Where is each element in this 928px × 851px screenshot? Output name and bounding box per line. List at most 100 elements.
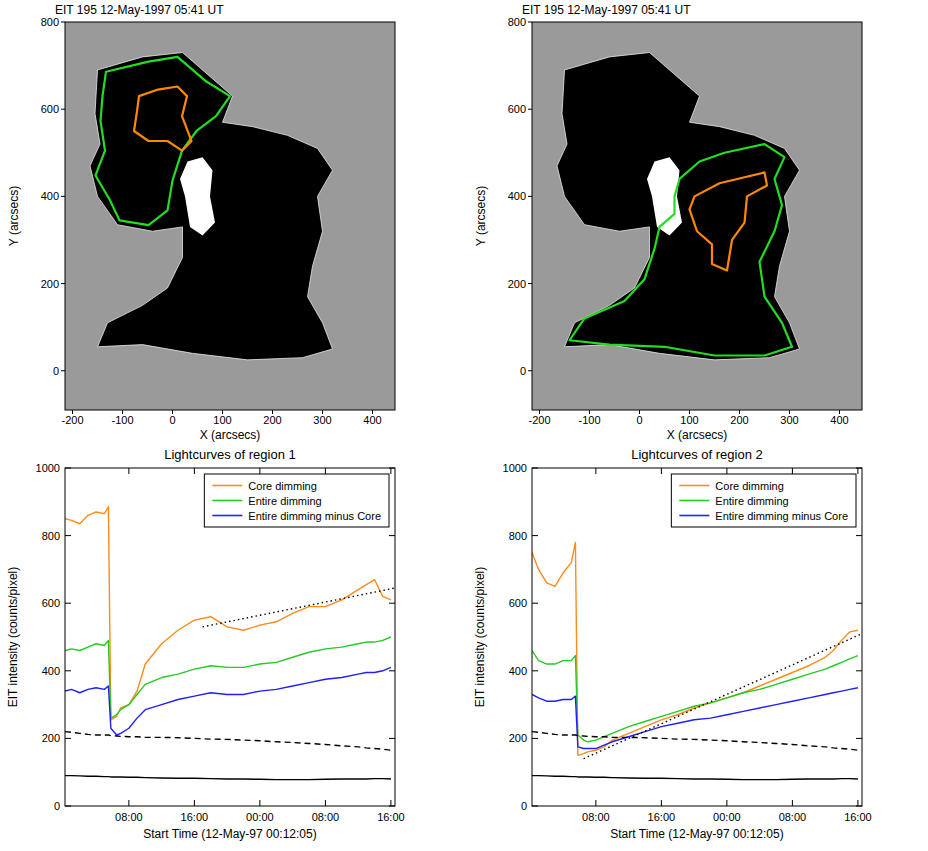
y-tick: [389, 806, 395, 807]
image-background: [65, 22, 395, 410]
y-tick-label: 800: [509, 530, 527, 542]
x-tick-label: 200: [263, 414, 281, 426]
chart-title: Lightcurves of region 1: [164, 447, 296, 462]
y-tick: [856, 535, 862, 536]
x-tick: [661, 800, 662, 806]
legend-swatch: [212, 515, 242, 517]
y-tick: [389, 603, 395, 604]
x-tick-label: 16:00: [844, 811, 872, 823]
panel-title: EIT 195 12-May-1997 05:41 UT: [522, 3, 691, 17]
dimming-region: [557, 53, 800, 360]
series-line: [532, 651, 858, 742]
y-tick: [389, 535, 395, 536]
plot-area: [65, 507, 395, 780]
y-tick-label: 800: [508, 16, 526, 28]
y-tick: [856, 806, 862, 807]
y-tick: [528, 196, 532, 197]
legend-box: [671, 474, 856, 527]
x-tick-label: 08:00: [582, 811, 610, 823]
x-tick: [792, 468, 793, 474]
x-tick-label: 100: [680, 414, 698, 426]
x-tick-label: 400: [363, 414, 381, 426]
series-line: [532, 542, 858, 755]
legend-label: Entire dimming: [248, 495, 321, 507]
image-plot: [65, 22, 395, 410]
y-axis-title: EIT intensity (counts/pixel): [473, 567, 487, 708]
y-tick: [61, 370, 65, 371]
y-tick-label: 200: [42, 732, 60, 744]
y-tick: [65, 806, 71, 807]
x-tick-label: 08:00: [115, 811, 143, 823]
y-tick-label: 400: [508, 190, 526, 202]
y-tick: [61, 196, 65, 197]
x-tick-label: 300: [313, 414, 331, 426]
legend-box: [204, 474, 389, 527]
y-tick: [65, 738, 71, 739]
y-tick: [532, 535, 538, 536]
x-tick-label: 16:00: [648, 811, 676, 823]
legend-swatch: [679, 485, 709, 487]
x-tick-label: 08:00: [779, 811, 807, 823]
x-axis-title: X (arcsecs): [200, 428, 261, 442]
y-tick-label: 400: [509, 665, 527, 677]
y-tick-label: 200: [41, 278, 59, 290]
y-tick: [61, 109, 65, 110]
legend-label: Entire dimming minus Core: [715, 510, 848, 522]
y-tick: [856, 603, 862, 604]
series-line: [532, 776, 858, 780]
series-line: [203, 588, 395, 627]
y-tick-label: 0: [54, 800, 60, 812]
legend-label: Core dimming: [715, 480, 783, 492]
y-tick: [532, 806, 538, 807]
x-tick-label: 200: [730, 414, 748, 426]
y-tick-label: 800: [41, 16, 59, 28]
legend-label: Core dimming: [248, 480, 316, 492]
x-axis-title: Start Time (12-May-97 00:12:05): [143, 827, 316, 841]
x-tick: [325, 468, 326, 474]
y-tick: [528, 283, 532, 284]
series-line: [65, 667, 391, 735]
y-tick-label: 600: [41, 103, 59, 115]
panel-title: EIT 195 12-May-1997 05:41 UT: [55, 3, 224, 17]
x-tick-label: 00:00: [713, 811, 741, 823]
x-tick-label: 16:00: [181, 811, 209, 823]
y-tick: [61, 22, 65, 23]
y-tick-label: 1000: [36, 462, 60, 474]
x-tick: [595, 468, 596, 474]
y-axis-title: Y (arcsecs): [7, 186, 21, 246]
series-line: [65, 507, 391, 720]
x-tick: [726, 468, 727, 474]
x-tick-label: 300: [780, 414, 798, 426]
x-tick: [259, 468, 260, 474]
contour: [96, 57, 231, 225]
y-tick: [856, 468, 862, 469]
y-tick: [65, 535, 71, 536]
frame: [65, 468, 395, 806]
x-tick: [661, 468, 662, 474]
x-tick: [390, 800, 391, 806]
frame: [65, 22, 395, 410]
contour: [690, 172, 768, 270]
y-tick-label: 400: [42, 665, 60, 677]
image-plot: [532, 22, 862, 410]
y-tick: [65, 670, 71, 671]
y-tick: [389, 738, 395, 739]
plot-area: [532, 542, 862, 779]
legend-label: Entire dimming minus Core: [248, 510, 381, 522]
x-tick-label: 0: [636, 414, 642, 426]
y-tick-label: 600: [42, 597, 60, 609]
y-tick: [528, 22, 532, 23]
image-background: [532, 22, 862, 410]
x-tick-label: 0: [169, 414, 175, 426]
y-tick-label: 200: [508, 278, 526, 290]
x-tick-label: -200: [528, 414, 550, 426]
y-tick-label: 600: [509, 597, 527, 609]
x-tick-label: -100: [578, 414, 600, 426]
x-tick: [726, 800, 727, 806]
x-tick: [259, 800, 260, 806]
legend-swatch: [212, 485, 242, 487]
x-axis-title: Start Time (12-May-97 00:12:05): [610, 827, 783, 841]
series-line: [532, 732, 858, 751]
x-tick: [792, 800, 793, 806]
x-tick: [194, 468, 195, 474]
